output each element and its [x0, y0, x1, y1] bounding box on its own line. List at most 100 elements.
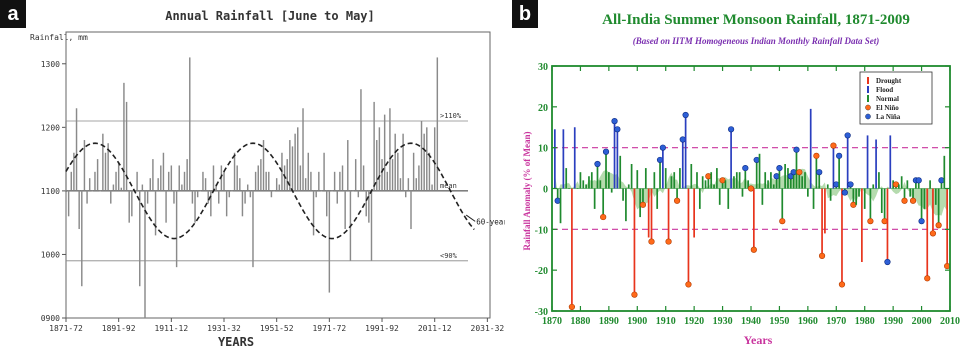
- x-tick-label: 1951-52: [260, 324, 294, 333]
- el-nino-marker: [665, 238, 672, 245]
- el-nino-marker: [750, 246, 757, 253]
- x-tick-label: 2031-32: [471, 324, 505, 333]
- rainfall-bar: [378, 127, 381, 191]
- rainfall-bar: [144, 190, 146, 318]
- anomaly-bar: [932, 188, 934, 234]
- el-nino-marker: [673, 197, 681, 204]
- rainfall-bar: [354, 159, 357, 191]
- anomaly-bar: [716, 168, 718, 189]
- rainfall-bar: [265, 171, 267, 191]
- rainfall-bar: [275, 178, 278, 191]
- x-tick-label: 1870: [542, 316, 562, 327]
- anomaly-bar: [650, 188, 653, 242]
- x-tick-label: 2010: [940, 316, 960, 327]
- anomaly-bar: [735, 172, 738, 189]
- rainfall-bar: [202, 171, 204, 191]
- rainfall-bar: [376, 140, 378, 191]
- rainfall-bar: [107, 143, 109, 191]
- rainfall-bar: [344, 190, 346, 230]
- anomaly-bar: [608, 172, 610, 189]
- anomaly-bar: [707, 176, 710, 189]
- rainfall-bar: [233, 152, 236, 191]
- x-tick-label: 1891-92: [102, 324, 136, 333]
- rainfall-bar: [273, 190, 275, 192]
- chart-b-xlabel: Years: [744, 333, 773, 347]
- anomaly-bar: [829, 188, 832, 201]
- rainfall-bar: [360, 89, 362, 191]
- rainfall-bar: [381, 159, 383, 191]
- legend-label: Drought: [876, 77, 902, 85]
- anomaly-bar: [619, 155, 622, 189]
- rainfall-bar: [304, 178, 307, 191]
- anomaly-bar: [673, 172, 676, 189]
- chart-a-xlabel: YEARS: [218, 335, 254, 349]
- anomaly-bar: [861, 188, 863, 262]
- rainfall-bar: [199, 190, 202, 192]
- la-nina-marker: [682, 111, 689, 119]
- el-nino-marker: [796, 169, 803, 176]
- la-nina-marker: [611, 118, 618, 125]
- la-nina-marker: [753, 156, 760, 164]
- anomaly-bar: [744, 168, 747, 189]
- la-nina-marker: [918, 218, 925, 225]
- x-tick-label: 1971-72: [312, 324, 346, 333]
- anomaly-bar: [926, 188, 929, 279]
- rainfall-bar: [336, 190, 338, 204]
- anomaly-bar: [906, 180, 909, 189]
- rainfall-bar: [278, 184, 281, 191]
- rainfall-bar: [78, 190, 80, 230]
- anomaly-bar: [792, 172, 795, 189]
- chart-b: All-India Summer Monsoon Rainfall, 1871-…: [522, 12, 960, 347]
- rainfall-bar: [428, 152, 431, 191]
- anomaly-bar: [872, 184, 875, 189]
- legend-swatch: [865, 113, 871, 120]
- rainfall-bar: [310, 171, 312, 191]
- el-nino-marker: [850, 201, 857, 208]
- anomaly-bar: [602, 188, 605, 218]
- anomaly-bar: [622, 188, 624, 201]
- la-nina-marker: [816, 169, 823, 176]
- y-tick-label: -30: [535, 307, 548, 318]
- anomaly-bar: [886, 188, 889, 262]
- anomaly-bar: [878, 172, 880, 189]
- rainfall-bar: [125, 101, 128, 191]
- el-nino-marker: [600, 213, 607, 221]
- rainfall-bar: [407, 178, 410, 191]
- la-nina-marker: [742, 164, 749, 172]
- y-tick-label: -10: [535, 225, 548, 236]
- la-nina-marker: [938, 177, 945, 184]
- anomaly-bar: [866, 135, 869, 189]
- y-tick-label: 30: [538, 62, 548, 73]
- rainfall-bar: [123, 82, 125, 191]
- anomaly-bar: [633, 188, 636, 295]
- rainfall-bar: [104, 152, 107, 191]
- rainfall-bar: [299, 165, 302, 191]
- rainfall-bar: [94, 171, 96, 191]
- rainfall-bar: [225, 190, 228, 217]
- anomaly-bar: [937, 188, 940, 226]
- la-nina-marker: [847, 181, 854, 188]
- rainfall-bar: [131, 190, 133, 217]
- anomaly-bar: [883, 188, 886, 222]
- y-tick-label: 0: [543, 185, 548, 196]
- anomaly-bar: [781, 188, 784, 222]
- anomaly-bar: [698, 188, 701, 209]
- anomaly-bar: [841, 188, 843, 285]
- anomaly-bar: [593, 188, 596, 209]
- anomaly-bar: [889, 135, 892, 189]
- rainfall-bar: [412, 152, 415, 191]
- anomaly-bar: [730, 129, 732, 189]
- anomaly-bar: [613, 121, 616, 189]
- rainfall-bar: [88, 178, 91, 191]
- anomaly-bar: [679, 168, 681, 189]
- el-nino-marker: [838, 281, 846, 288]
- rainfall-bar: [249, 190, 252, 198]
- el-nino-marker: [719, 177, 726, 184]
- rainfall-bar: [191, 190, 194, 204]
- y-tick-label: 1100: [41, 187, 60, 196]
- rainfall-bar: [165, 190, 167, 223]
- rainfall-bar: [146, 190, 149, 204]
- rainfall-bar: [136, 171, 138, 191]
- anomaly-bar: [590, 172, 593, 189]
